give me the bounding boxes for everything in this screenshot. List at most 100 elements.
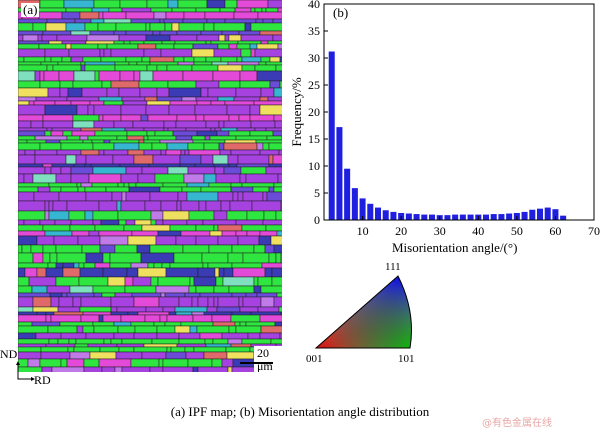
ipf-grain bbox=[145, 22, 151, 32]
ipf-grain bbox=[82, 139, 93, 144]
ipf-grain bbox=[113, 30, 127, 36]
histogram-bar bbox=[382, 210, 389, 220]
histogram-bar bbox=[336, 127, 343, 220]
ipf-grain bbox=[217, 43, 230, 50]
ipf-grain bbox=[228, 325, 237, 334]
axis-arrows-icon bbox=[16, 361, 35, 381]
ipf-grain bbox=[23, 219, 41, 226]
ipf-grain bbox=[44, 210, 50, 221]
ipf-grain bbox=[81, 87, 108, 98]
ipf-grain bbox=[72, 120, 95, 129]
ipf-grain bbox=[238, 296, 244, 308]
ipf-grain bbox=[120, 114, 142, 122]
ipf-grain bbox=[185, 351, 205, 360]
ipf-grain bbox=[204, 11, 235, 20]
ipf-grain bbox=[151, 142, 168, 151]
ipf-grain bbox=[137, 43, 157, 50]
ipf-grain bbox=[215, 276, 224, 287]
ipf-grain bbox=[40, 346, 69, 353]
ipf-grain bbox=[191, 64, 219, 72]
ipf-grain bbox=[223, 142, 258, 151]
ipf-grain bbox=[42, 30, 72, 36]
ipf-grain bbox=[123, 224, 143, 232]
ipf-grain bbox=[246, 210, 265, 221]
ipf-grain bbox=[192, 139, 226, 144]
ipf-grain bbox=[126, 267, 139, 278]
ipf-grain bbox=[89, 351, 117, 360]
ipf-grain bbox=[120, 200, 146, 212]
ipf-grain bbox=[219, 7, 236, 13]
ipf-grain bbox=[178, 338, 206, 345]
ipf-grain bbox=[71, 130, 96, 137]
ipf-grain bbox=[109, 252, 142, 264]
ipf-grain bbox=[98, 358, 132, 368]
ipf-grain bbox=[213, 163, 230, 168]
ipf-grain bbox=[74, 343, 89, 348]
ipf-grain bbox=[214, 166, 225, 175]
ipf-grain bbox=[18, 149, 26, 156]
ipf-grain bbox=[68, 338, 77, 345]
ipf-grain bbox=[273, 296, 282, 308]
ipf-grain bbox=[174, 40, 207, 45]
x-tick-label: 30 bbox=[434, 224, 446, 238]
ipf-grain bbox=[125, 219, 136, 226]
ipf-grain bbox=[154, 130, 174, 137]
ipf-grain bbox=[66, 135, 81, 141]
ipf-grain bbox=[75, 154, 87, 165]
ipf-grain bbox=[110, 80, 140, 89]
ipf-grain bbox=[213, 22, 246, 32]
ipf-grain bbox=[250, 22, 282, 32]
ipf-grain bbox=[113, 142, 140, 151]
ipf-grain bbox=[203, 142, 220, 151]
ipf-grain bbox=[121, 338, 153, 345]
ipf-grain bbox=[36, 235, 55, 246]
ipf-grain bbox=[92, 210, 119, 221]
ipf-grain bbox=[236, 56, 243, 63]
ipf-grain bbox=[239, 321, 247, 327]
ipf-grain bbox=[206, 0, 226, 9]
ipf-grain bbox=[265, 127, 282, 132]
ipf-grain bbox=[50, 56, 63, 63]
ipf-grain bbox=[219, 149, 232, 156]
ipf-grain bbox=[141, 56, 151, 63]
ipf-grain bbox=[45, 22, 67, 32]
ipf-grain bbox=[229, 200, 253, 212]
ipf-grain bbox=[205, 200, 222, 212]
ipf-grain bbox=[62, 130, 73, 137]
ipf-grain bbox=[274, 120, 282, 129]
ipf-grain bbox=[42, 114, 74, 122]
ipf-grain bbox=[18, 154, 36, 165]
ipf-grain bbox=[195, 96, 219, 102]
ipf-grain bbox=[188, 149, 221, 156]
x-tick-label: 70 bbox=[588, 224, 600, 238]
ipf-grain bbox=[103, 338, 112, 345]
ipf-grain bbox=[254, 48, 282, 58]
ipf-grain bbox=[91, 7, 110, 13]
ipf-grain bbox=[276, 292, 282, 298]
ipf-grain bbox=[156, 96, 183, 102]
ipf-grain bbox=[162, 366, 194, 372]
ipf-grain bbox=[211, 358, 223, 368]
ipf-grain bbox=[60, 186, 79, 193]
ipf-grain bbox=[46, 64, 54, 72]
ipf-grain bbox=[278, 306, 282, 313]
ipf-grain bbox=[256, 292, 278, 298]
ipf-grain bbox=[184, 149, 190, 156]
ipf-grain bbox=[159, 139, 194, 144]
ipf-grain bbox=[89, 30, 115, 36]
ipf-grain bbox=[213, 48, 242, 58]
ipf-grain bbox=[212, 321, 236, 327]
ipf-grain bbox=[239, 80, 271, 89]
ipf-grain bbox=[117, 325, 136, 334]
ipf-grain bbox=[80, 127, 103, 132]
ipf-grain bbox=[146, 64, 158, 72]
ipf-grain bbox=[90, 18, 105, 24]
ipf-grain bbox=[18, 80, 41, 89]
ipf-grain bbox=[87, 343, 118, 348]
ipf-grain bbox=[40, 351, 71, 360]
ipf-grain bbox=[50, 296, 60, 308]
ipf-grain bbox=[145, 34, 171, 42]
ipf-grain bbox=[148, 163, 181, 168]
ipf-grain bbox=[242, 296, 262, 308]
ipf-grain bbox=[122, 100, 148, 106]
